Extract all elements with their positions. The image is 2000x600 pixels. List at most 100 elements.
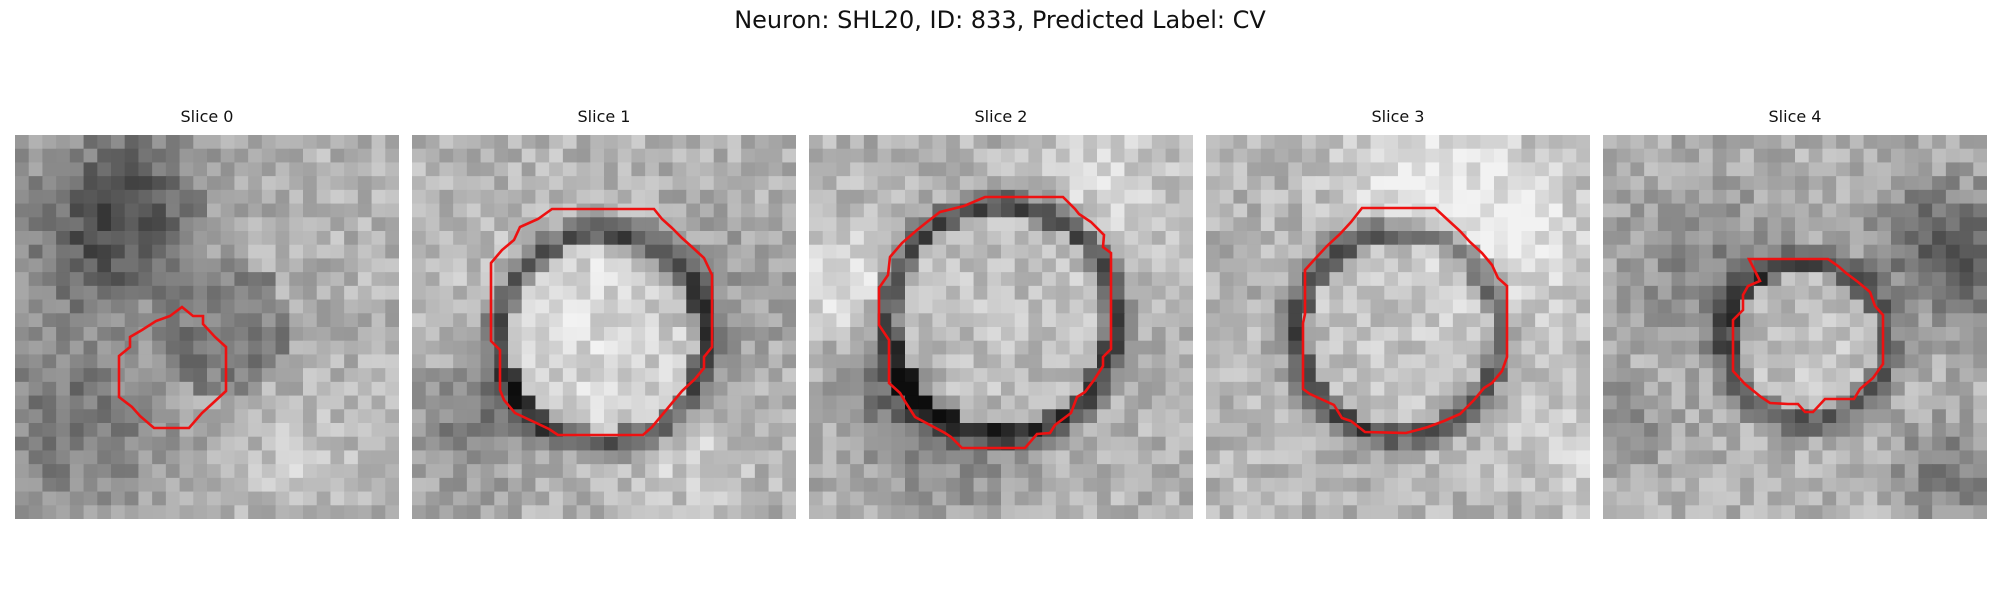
image-pixel <box>1863 381 1878 397</box>
image-pixel <box>590 409 605 424</box>
image-pixel <box>1973 368 1987 383</box>
image-pixel <box>97 162 112 177</box>
image-pixel <box>289 176 304 191</box>
image-pixel <box>1671 395 1686 410</box>
image-pixel <box>1356 477 1372 493</box>
image-pixel <box>741 299 756 314</box>
image-pixel <box>535 327 550 342</box>
image-pixel <box>289 203 304 218</box>
image-pixel <box>466 505 482 519</box>
image-pixel <box>1945 409 1961 424</box>
image-pixel <box>179 381 194 397</box>
image-pixel <box>768 176 783 191</box>
image-pixel <box>713 299 729 314</box>
image-pixel <box>1069 505 1084 519</box>
image-pixel <box>1891 299 1906 314</box>
image-pixel <box>508 368 523 383</box>
image-pixel <box>289 381 304 397</box>
image-pixel <box>1507 381 1523 397</box>
image-pixel <box>1439 258 1454 273</box>
image-pixel <box>1863 272 1878 287</box>
image-pixel <box>1699 299 1714 314</box>
image-pixel <box>234 395 249 410</box>
image-pixel <box>466 423 482 438</box>
image-pixel <box>385 285 399 301</box>
image-pixel <box>220 354 236 369</box>
image-pixel <box>741 285 756 301</box>
image-pixel <box>1726 409 1741 424</box>
image-pixel <box>1480 217 1495 232</box>
image-pixel <box>1001 244 1016 260</box>
image-pixel <box>152 135 167 150</box>
image-pixel <box>1932 423 1947 438</box>
image-pixel <box>535 176 550 191</box>
image-pixel <box>1329 162 1344 177</box>
image-pixel <box>672 148 687 164</box>
image-pixel <box>1260 340 1276 356</box>
image-pixel <box>480 285 495 301</box>
image-pixel <box>1507 176 1523 191</box>
image-pixel <box>645 162 660 177</box>
image-pixel <box>617 285 633 301</box>
image-pixel <box>1877 477 1892 493</box>
image-pixel <box>932 491 947 506</box>
image-pixel <box>891 244 906 260</box>
image-pixel <box>303 505 318 519</box>
image-pixel <box>672 258 687 273</box>
image-pixel <box>193 203 208 218</box>
image-pixel <box>1288 491 1303 506</box>
image-pixel <box>1562 244 1577 260</box>
image-pixel <box>165 505 181 519</box>
image-pixel <box>918 313 934 328</box>
image-pixel <box>1891 135 1906 150</box>
image-pixel <box>1110 491 1126 506</box>
image-pixel <box>1124 176 1139 191</box>
image-pixel <box>1179 436 1193 452</box>
image-pixel <box>535 464 550 479</box>
image-pixel <box>782 189 796 205</box>
image-pixel <box>782 313 796 328</box>
image-pixel <box>1260 436 1276 452</box>
image-pixel <box>617 258 633 273</box>
image-pixel <box>1110 327 1126 342</box>
image-pixel <box>179 203 194 218</box>
image-pixel <box>1356 505 1372 519</box>
image-pixel <box>1014 368 1030 383</box>
image-pixel <box>1836 189 1851 205</box>
image-pixel <box>1179 340 1193 356</box>
image-pixel <box>453 148 468 164</box>
image-pixel <box>508 409 523 424</box>
image-pixel <box>1124 464 1139 479</box>
image-pixel <box>385 299 399 314</box>
image-pixel <box>590 299 605 314</box>
image-pixel <box>1138 189 1153 205</box>
image-pixel <box>686 162 701 177</box>
image-pixel <box>973 327 988 342</box>
image-pixel <box>330 395 345 410</box>
image-pixel <box>1138 176 1153 191</box>
image-pixel <box>1233 450 1248 465</box>
image-pixel <box>1616 327 1632 342</box>
image-pixel <box>97 436 112 452</box>
image-pixel <box>494 189 509 205</box>
image-pixel <box>741 244 756 260</box>
image-pixel <box>1548 477 1564 493</box>
image-pixel <box>1233 244 1248 260</box>
image-pixel <box>1411 491 1427 506</box>
image-pixel <box>1288 299 1303 314</box>
image-pixel <box>932 299 947 314</box>
image-pixel <box>1959 340 1974 356</box>
image-pixel <box>179 176 194 191</box>
image-pixel <box>1014 203 1030 218</box>
image-pixel <box>28 477 44 493</box>
image-pixel <box>987 409 1002 424</box>
image-pixel <box>1562 162 1577 177</box>
image-pixel <box>1753 327 1769 342</box>
image-pixel <box>1138 327 1153 342</box>
image-pixel <box>1411 148 1427 164</box>
image-pixel <box>521 505 537 519</box>
image-pixel <box>1699 244 1714 260</box>
image-pixel <box>672 327 687 342</box>
image-pixel <box>549 395 564 410</box>
image-pixel <box>330 340 345 356</box>
